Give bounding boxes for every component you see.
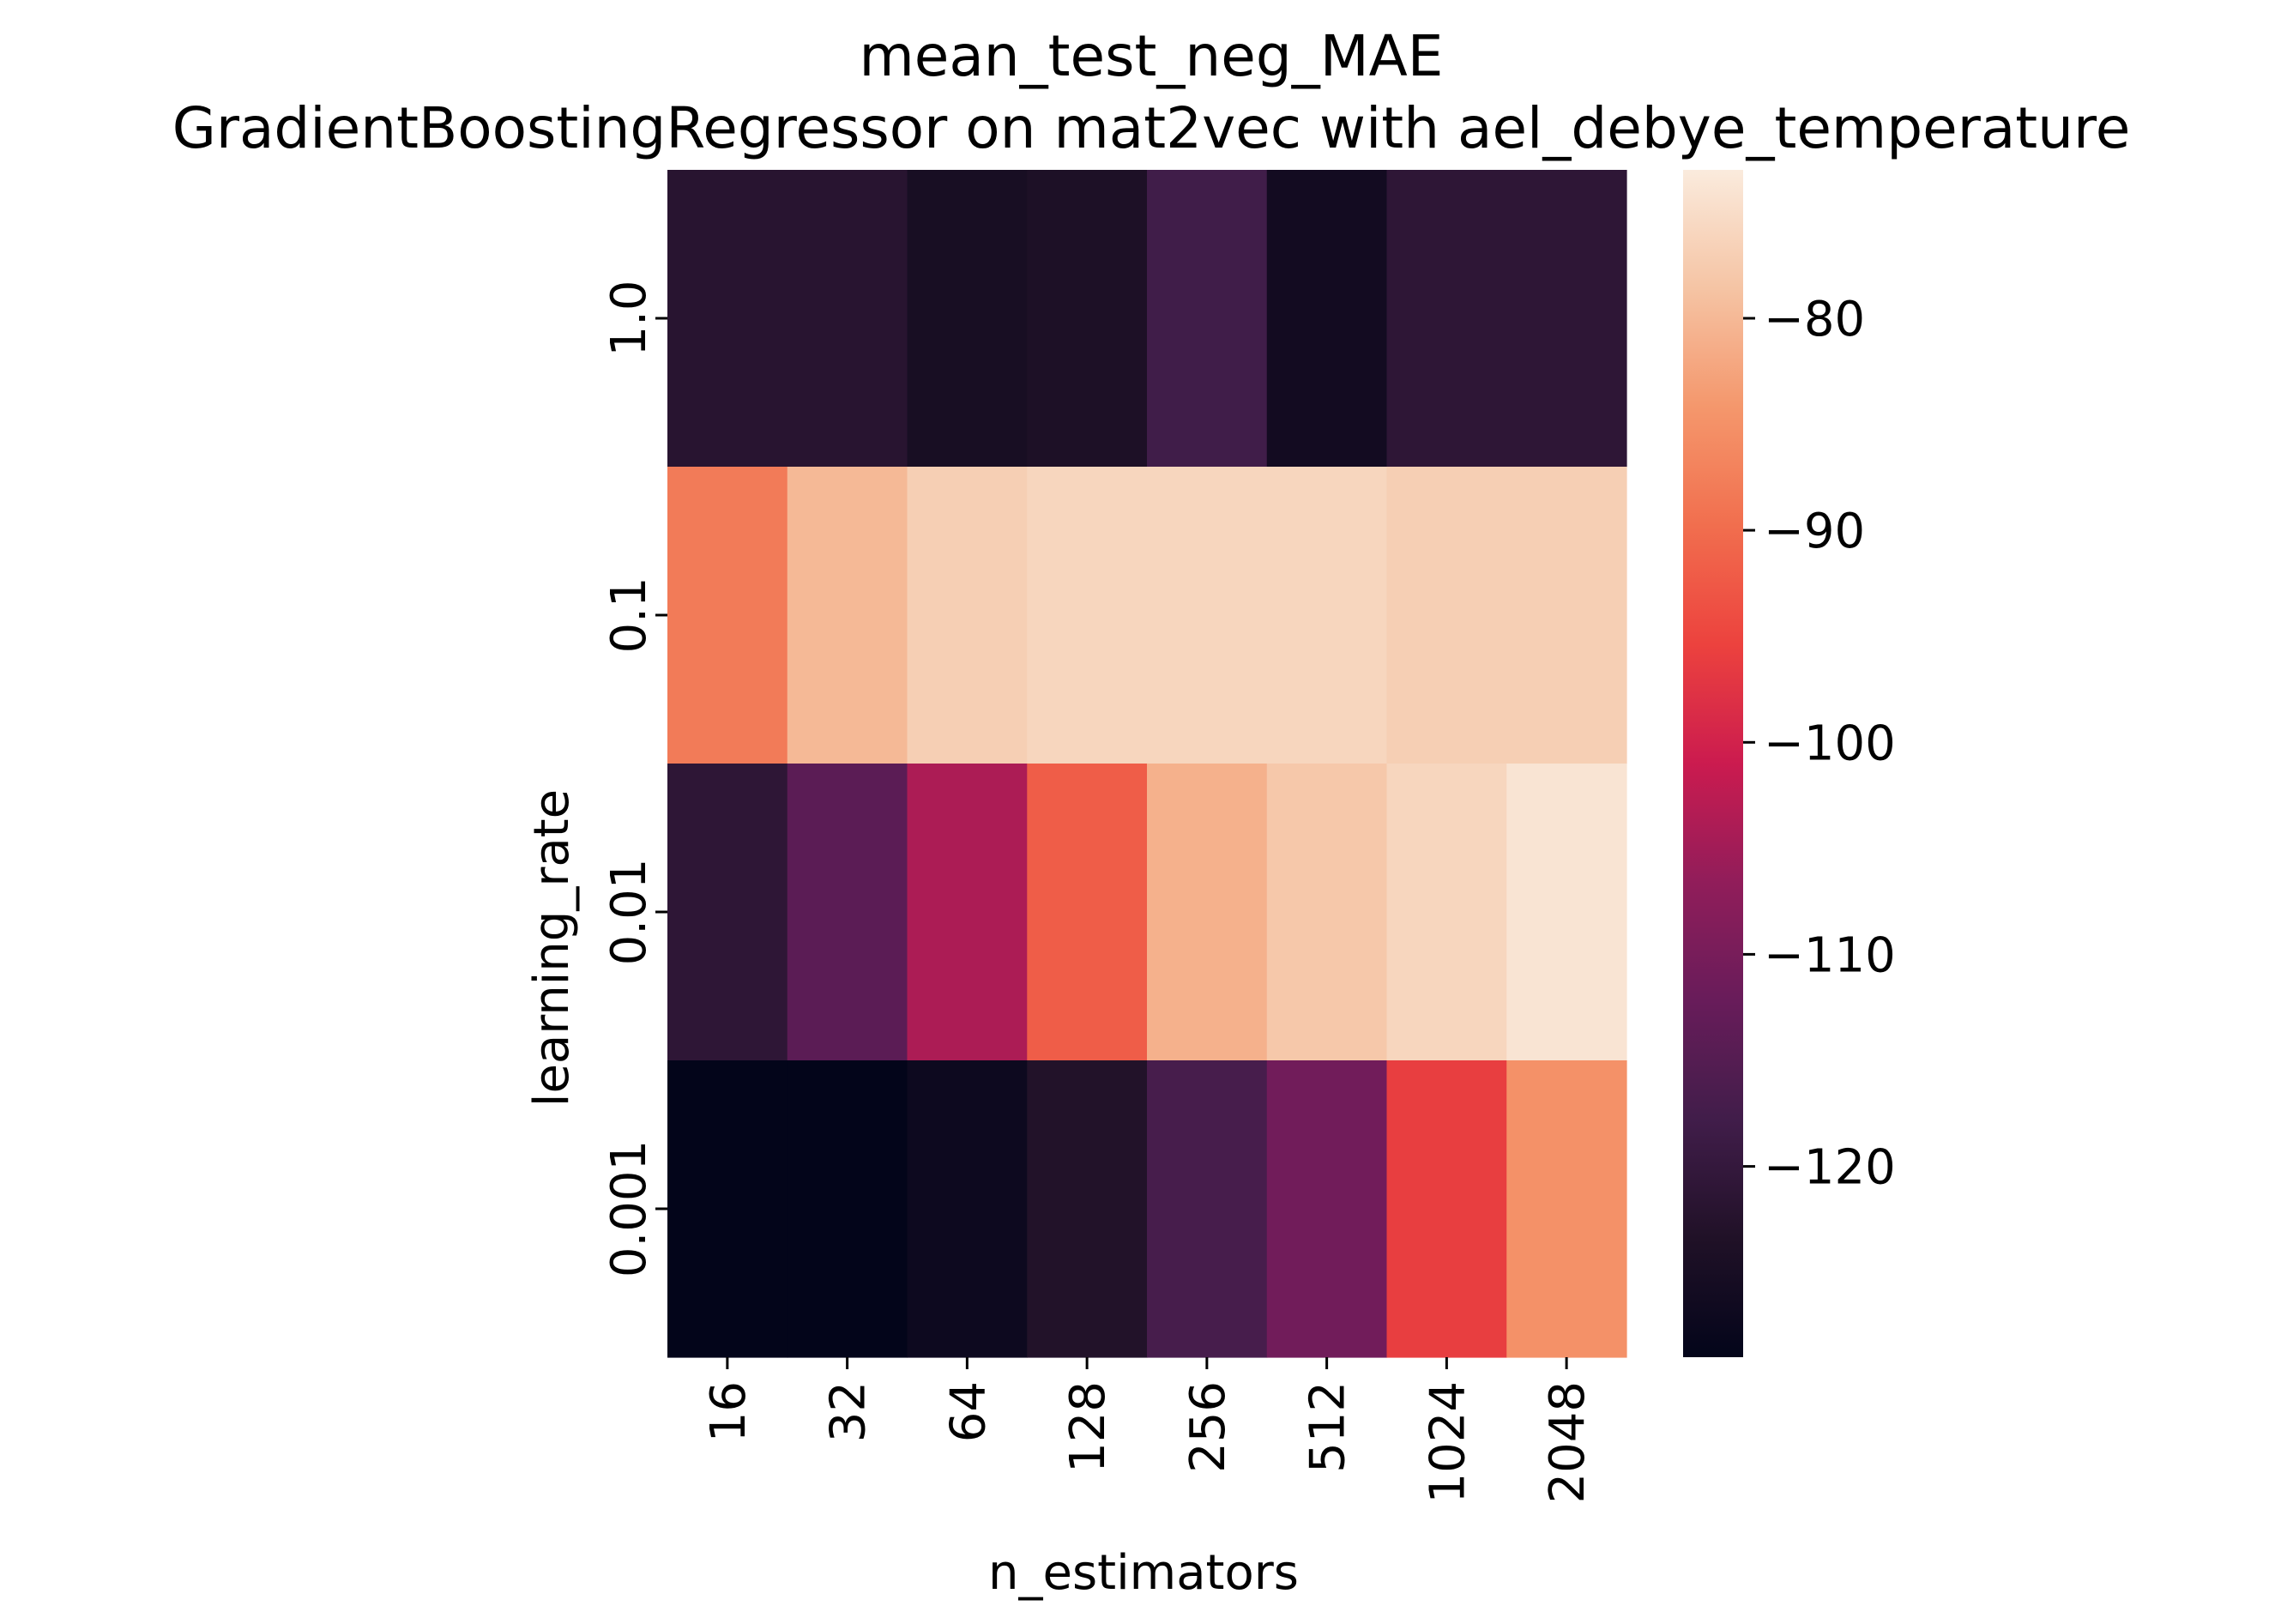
heatmap-cell	[1506, 170, 1627, 468]
y-tick-label: 0.001	[601, 1140, 657, 1277]
colorbar-tick-label: −90	[1764, 504, 1865, 559]
x-axis-ticks: 16 32 64 128 256 512 1024 2048	[701, 1357, 1596, 1504]
x-tick-label: 64	[940, 1381, 996, 1442]
heatmap-cell	[787, 1060, 908, 1358]
x-tick-label: 256	[1180, 1381, 1236, 1473]
y-axis-ticks: 1.0 0.1 0.01 0.001	[601, 280, 667, 1277]
y-tick-label: 1.0	[601, 280, 657, 356]
chart-title-line-1: mean_test_neg_MAE	[859, 23, 1443, 89]
heatmap-cell	[1266, 764, 1388, 1061]
chart-title-line-2: GradientBoostingRegressor on mat2vec wit…	[172, 95, 2131, 161]
heatmap-cell	[1386, 1060, 1507, 1358]
x-tick-label: 1024	[1420, 1381, 1475, 1504]
heatmap-cell	[907, 467, 1028, 764]
y-tick-label: 0.01	[601, 859, 657, 966]
heatmap-cell	[1147, 764, 1268, 1061]
heatmap-cell	[1506, 467, 1627, 764]
heatmap-cell	[1266, 467, 1388, 764]
heatmap-cell	[1266, 1060, 1388, 1358]
heatmap-cell	[667, 1060, 788, 1358]
heatmap-cell	[667, 467, 788, 764]
heatmap-cell	[1027, 170, 1148, 468]
heatmap-cell	[667, 764, 788, 1061]
x-axis-label: n_estimators	[988, 1545, 1299, 1601]
heatmap-cell	[1027, 764, 1148, 1061]
x-tick-label: 512	[1300, 1381, 1356, 1473]
heatmap-cells	[667, 170, 1627, 1358]
colorbar-ticks: −80 −90 −100 −110 −120	[1743, 292, 1896, 1196]
heatmap-cell	[787, 170, 908, 468]
heatmap-cell	[787, 764, 908, 1061]
y-tick-label: 0.1	[601, 577, 657, 653]
heatmap-cell	[907, 170, 1028, 468]
colorbar-tick-label: −120	[1764, 1140, 1896, 1196]
heatmap-cell	[787, 467, 908, 764]
heatmap-cell	[1386, 170, 1507, 468]
heatmap-cell	[1386, 764, 1507, 1061]
colorbar	[1683, 170, 1743, 1357]
x-tick-label: 128	[1060, 1381, 1116, 1473]
heatmap-cell	[1027, 1060, 1148, 1358]
heatmap-cell	[1506, 1060, 1627, 1358]
heatmap-cell	[907, 1060, 1028, 1358]
heatmap-cell	[1147, 170, 1268, 468]
heatmap-cell	[1266, 170, 1388, 468]
colorbar-tick-label: −80	[1764, 292, 1865, 347]
colorbar-tick-label: −110	[1764, 927, 1896, 983]
colorbar-tick-label: −100	[1764, 715, 1896, 771]
heatmap-cell	[1027, 467, 1148, 764]
heatmap-cell	[1506, 764, 1627, 1061]
heatmap-cell	[1147, 1060, 1268, 1358]
x-tick-label: 16	[701, 1381, 757, 1442]
heatmap-cell	[667, 170, 788, 468]
heatmap-cell	[1386, 467, 1507, 764]
heatmap-cell	[907, 764, 1028, 1061]
heatmap-cell	[1147, 467, 1268, 764]
x-tick-label: 32	[821, 1381, 877, 1442]
y-axis-label: learning_rate	[524, 789, 580, 1107]
x-tick-label: 2048	[1540, 1381, 1596, 1504]
